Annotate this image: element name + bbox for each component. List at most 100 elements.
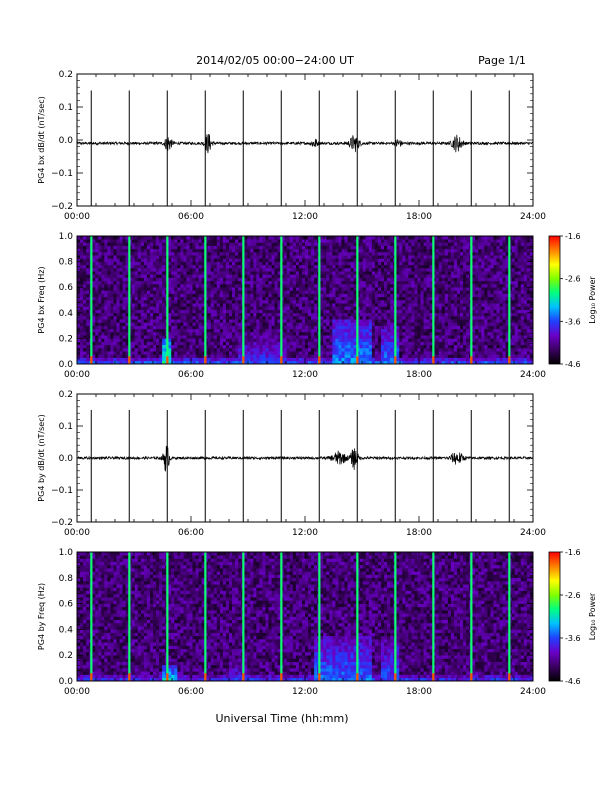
spectrogram-cell [405,262,408,266]
spectrogram-cell [411,335,414,339]
spectrogram-cell [153,338,156,342]
spectrogram-cell [199,358,202,362]
spectrogram-cell [427,274,430,278]
spectrogram-cell [363,294,366,298]
spectrogram-cell [296,284,299,288]
spectrogram-cell [113,287,116,291]
spectrogram-cell [363,310,366,314]
spectrogram-cell [232,239,235,243]
spectrogram-cell [287,338,290,342]
spectrogram-cell [360,351,363,355]
spectrogram-cell [445,274,448,278]
spectrogram-cell [439,239,442,243]
spectrogram-cell [287,242,290,246]
spectrogram-cell [396,332,399,336]
x-tick-label: 24:00 [520,212,546,222]
spectrogram-cell [387,271,390,275]
spectrogram-cell [335,338,338,342]
spectrogram-cell [265,249,268,253]
spectrogram-cell [223,322,226,326]
spectrogram-cell [345,316,348,320]
spectrogram-cell [332,287,335,291]
spectrogram-cell [150,255,153,259]
spectrogram-cell [117,290,120,294]
spectrogram-cell [341,306,344,310]
spectrogram-cell [220,284,223,288]
spectrogram-cell [186,319,189,323]
spectrogram-cell [211,268,214,272]
spectrogram-cell [335,332,338,336]
spectrogram-cell [308,246,311,250]
spectrogram-cells [77,236,533,364]
spectrogram-cell [123,287,126,291]
spectrogram-cell [414,239,417,243]
spectrogram-cell [308,329,311,333]
spectrogram-cell [232,310,235,314]
spectrogram-cell [348,316,351,320]
spectrogram-cell [141,329,144,333]
spectrogram-cell [174,284,177,288]
spectrogram-cell [293,354,296,358]
spectrogram-cell [208,319,211,323]
spectrogram-cell [375,281,378,285]
spectrogram-cell [424,252,427,256]
spectrogram-cell [345,236,348,240]
spectrogram-cell [308,271,311,275]
spectrogram-cell [387,297,390,301]
spectrogram-cell [83,246,86,250]
spectrogram-cell [180,306,183,310]
spectrogram-cell [335,236,338,240]
spectrogram-cell [138,236,141,240]
spectrogram-cell [232,326,235,330]
spectrogram-cell [284,303,287,307]
spectrogram-cell [135,271,138,275]
spectrogram-cell [411,348,414,352]
spectrogram-cell [98,345,101,349]
spectrogram-cell [189,274,192,278]
spectrogram-cell [372,281,375,285]
spectrogram-cell [326,265,329,269]
spectrogram-cell [113,258,116,262]
spectrogram-cell [314,271,317,275]
spectrogram-cell [335,278,338,282]
spectrogram-cell [244,348,247,352]
spectrogram-cell [390,294,393,298]
spectrogram-cell [424,294,427,298]
spectrogram-cell [366,316,369,320]
spectrogram-cell [153,300,156,304]
spectrogram-cell [275,246,278,250]
spectrogram-cell [296,265,299,269]
spectrogram-cell [217,262,220,266]
spectrogram-cell [272,322,275,326]
spectrogram-cell [147,329,150,333]
spectrogram-cell [104,258,107,262]
spectrogram-cell [293,297,296,301]
spectrogram-cell [147,278,150,282]
spectrogram-cell [256,290,259,294]
spectrogram-cell [421,319,424,323]
spectrogram-cell [86,294,89,298]
spectrogram-cell [86,271,89,275]
spectrogram-cell [381,303,384,307]
spectrogram-cell [162,278,165,282]
spectrogram-cell [332,255,335,259]
spectrogram-cell [269,281,272,285]
spectrogram-cell [223,303,226,307]
spectrogram-cell [375,255,378,259]
spectrogram-cell [138,313,141,317]
spectrogram-cell [238,338,241,342]
spectrogram-cell [132,255,135,259]
spectrogram-cell [363,316,366,320]
spectrogram-cell [284,300,287,304]
spectrogram-cell [326,255,329,259]
spectrogram-cell [80,306,83,310]
spectrogram-cell [402,262,405,266]
spectrogram-cell [308,310,311,314]
spectrogram-cell [424,303,427,307]
spectrogram-cell [302,342,305,346]
spectrogram-cell [348,338,351,342]
spectrogram-cell [402,284,405,288]
spectrogram-cell [375,268,378,272]
spectrogram-cell [375,358,378,362]
